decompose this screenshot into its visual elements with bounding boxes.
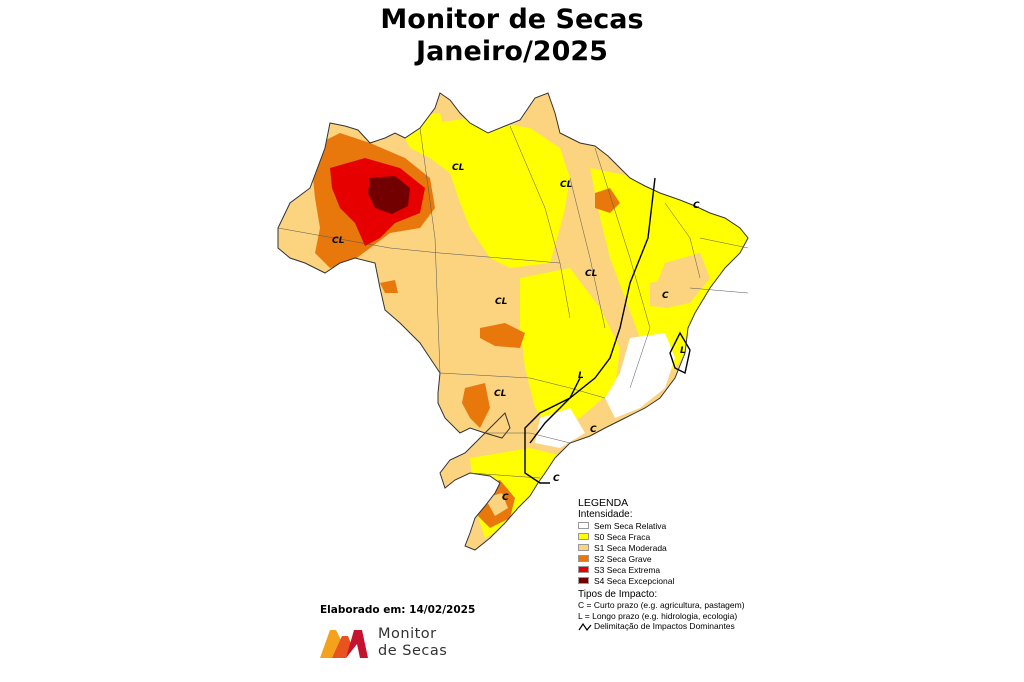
drought-map: CL CL CL CL CL CL C C L L C C C — [277, 92, 749, 551]
legend-item: S3 Seca Extrema — [578, 564, 745, 575]
monitor-logo: Monitor de Secas — [318, 626, 447, 660]
legend-heading: LEGENDA — [578, 497, 629, 509]
legend-swatch — [578, 533, 589, 540]
legend-swatch — [578, 577, 589, 584]
legend-swatch — [578, 544, 589, 551]
legend-item: S1 Seca Moderada — [578, 542, 745, 553]
map-label-cl-ms: CL — [494, 389, 507, 399]
map-label-c-bahia: C — [662, 291, 669, 301]
legend-item-label: S0 Seca Fraca — [594, 531, 651, 542]
map-subtitle: Janeiro/2025 — [416, 36, 608, 67]
legend-intensity-heading: Intensidade: — [578, 509, 633, 520]
legend-swatch — [578, 555, 589, 562]
elaborated-date: Elaborado em: 14/02/2025 — [320, 604, 476, 616]
legend-item: S0 Seca Fraca — [578, 531, 745, 542]
legend-item-label: Sem Seca Relativa — [594, 520, 667, 531]
map-label-cl-para: CL — [560, 180, 573, 190]
map-label-l-minas: L — [578, 371, 584, 381]
legend-item-label: S3 Seca Extrema — [594, 564, 661, 575]
legend-item: Sem Seca Relativa — [578, 520, 745, 531]
map-label-cl-mato-grosso: CL — [495, 297, 508, 307]
legend-item: S4 Seca Excepcional — [578, 575, 745, 586]
map-legend: LEGENDA Intensidade: Sem Seca Relativa S0… — [578, 497, 745, 632]
map-label-c-southeast: C — [590, 425, 597, 435]
legend-delimitation: Delimitação de Impactos Dominantes — [578, 621, 745, 632]
legend-item-label: S1 Seca Moderada — [594, 542, 667, 553]
map-label-cl-tocantins: CL — [585, 269, 598, 279]
map-label-c-rs: C — [502, 493, 509, 503]
logo-line1: Monitor — [378, 626, 437, 642]
legend-item: S2 Seca Grave — [578, 553, 745, 564]
map-label-c-south: C — [553, 474, 560, 484]
delimitation-line-icon — [578, 622, 592, 631]
legend-item-label: S4 Seca Excepcional — [594, 575, 675, 586]
legend-item-label: S2 Seca Grave — [594, 553, 652, 564]
legend-swatch — [578, 522, 589, 529]
legend-delimitation-label: Delimitação de Impactos Dominantes — [594, 621, 735, 631]
legend-swatch — [578, 566, 589, 573]
legend-impact-c: C = Curto prazo (e.g. agricultura, pasta… — [578, 600, 745, 610]
logo-line2: de Secas — [378, 643, 448, 659]
map-label-l-east: L — [680, 346, 686, 356]
map-label-c-northeast: C — [693, 201, 700, 211]
map-label-cl-west: CL — [332, 236, 345, 246]
monitor-logo-icon — [320, 630, 368, 658]
map-title: Monitor de Secas — [380, 4, 644, 35]
legend-impact-l: L = Longo prazo (e.g. hidrologia, ecolog… — [578, 610, 738, 621]
map-label-cl-north-amazon: CL — [452, 163, 465, 173]
legend-impact-heading: Tipos de Impacto: — [578, 589, 658, 600]
